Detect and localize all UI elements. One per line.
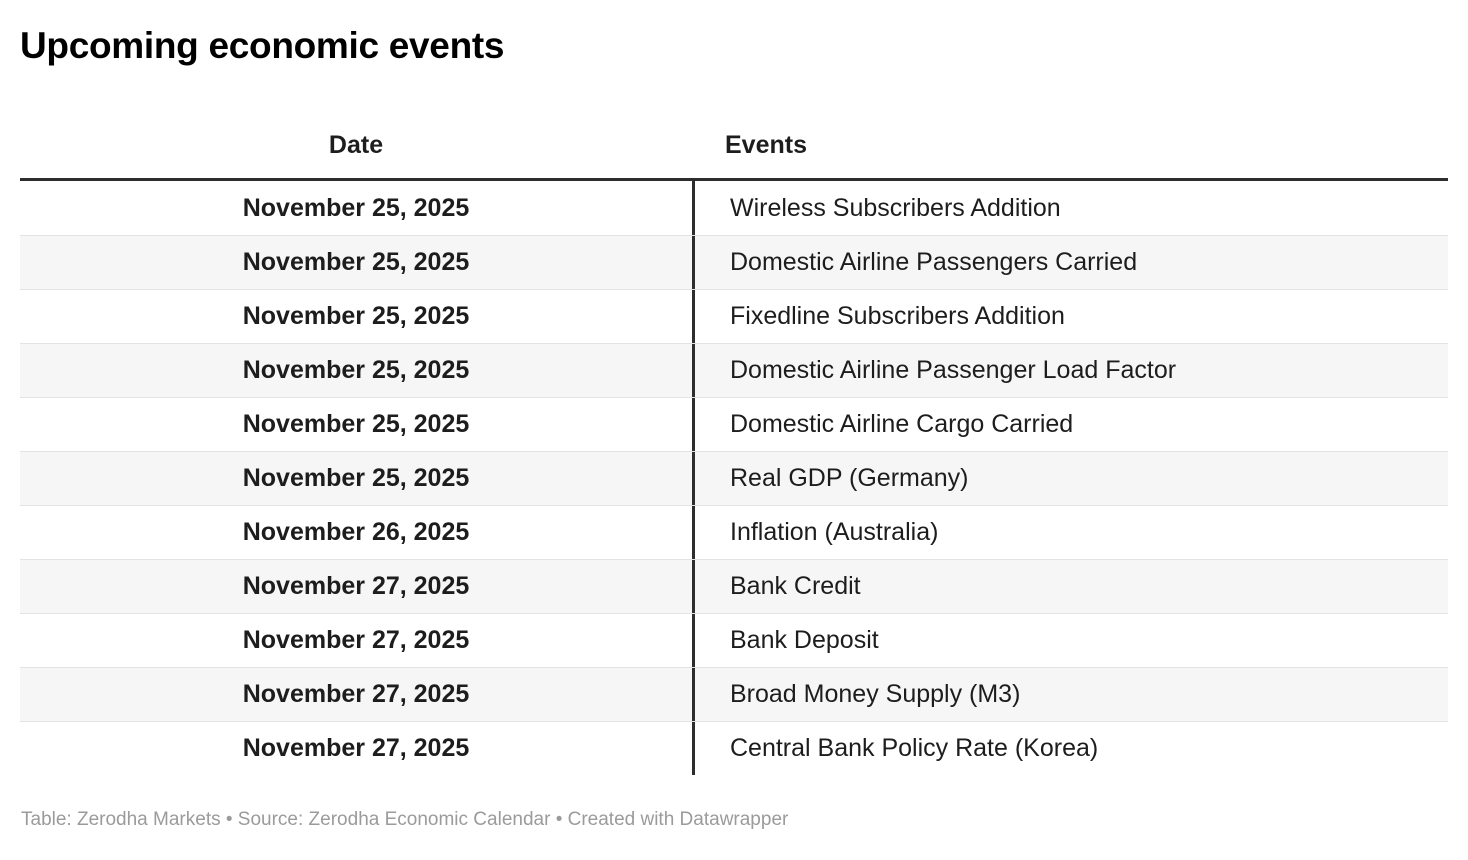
date-cell: November 27, 2025 <box>242 626 470 655</box>
table-row: November 25, 2025 Real GDP (Germany) <box>20 451 1448 506</box>
date-cell: November 25, 2025 <box>242 193 470 222</box>
table-row: November 25, 2025 Domestic Airline Passen… <box>20 235 1448 290</box>
table-row: November 25, 2025 Wireless Subscribers Ad… <box>20 181 1448 236</box>
date-cell: November 27, 2025 <box>242 734 470 763</box>
date-cell: November 25, 2025 <box>242 464 470 493</box>
table-row: November 25, 2025 Domestic Airline Passen… <box>20 343 1448 398</box>
event-cell: Broad Money Supply (M3) <box>692 668 1448 722</box>
table-widget: Upcoming economic events Date Events Nov… <box>20 25 1448 831</box>
column-header-date: Date <box>328 130 384 159</box>
table-row: November 26, 2025 Inflation (Australia) <box>20 505 1448 560</box>
table-header-row: Date Events <box>20 130 1448 160</box>
table-row: November 27, 2025 Broad Money Supply (M3) <box>20 667 1448 722</box>
date-cell: November 27, 2025 <box>242 572 470 601</box>
event-cell: Wireless Subscribers Addition <box>692 181 1448 236</box>
table-row: November 25, 2025 Domestic Airline Cargo … <box>20 397 1448 452</box>
table-row: November 27, 2025 Central Bank Policy Rat… <box>20 721 1448 776</box>
footer-credits: Table: Zerodha Markets • Source: Zerodha… <box>21 809 789 831</box>
page-title: Upcoming economic events <box>20 25 505 66</box>
date-cell: November 25, 2025 <box>242 302 470 331</box>
event-cell: Domestic Airline Passenger Load Factor <box>692 344 1448 398</box>
event-cell: Central Bank Policy Rate (Korea) <box>692 722 1448 776</box>
column-header-events: Events <box>725 130 807 159</box>
event-cell: Domestic Airline Cargo Carried <box>692 398 1448 452</box>
event-cell: Bank Deposit <box>692 614 1448 668</box>
date-cell: November 26, 2025 <box>242 518 470 547</box>
table-row: November 27, 2025 Bank Credit <box>20 559 1448 614</box>
date-cell: November 25, 2025 <box>242 248 470 277</box>
event-cell: Domestic Airline Passengers Carried <box>692 236 1448 290</box>
table-row: November 25, 2025 Fixedline Subscribers A… <box>20 289 1448 344</box>
event-cell: Fixedline Subscribers Addition <box>692 290 1448 344</box>
date-cell: November 25, 2025 <box>242 410 470 439</box>
event-cell: Bank Credit <box>692 560 1448 614</box>
event-cell: Inflation (Australia) <box>692 506 1448 560</box>
date-cell: November 25, 2025 <box>242 356 470 385</box>
date-cell: November 27, 2025 <box>242 680 470 709</box>
event-cell: Real GDP (Germany) <box>692 452 1448 506</box>
table-row: November 27, 2025 Bank Deposit <box>20 613 1448 668</box>
table-body: November 25, 2025 Wireless Subscribers Ad… <box>20 178 1448 776</box>
